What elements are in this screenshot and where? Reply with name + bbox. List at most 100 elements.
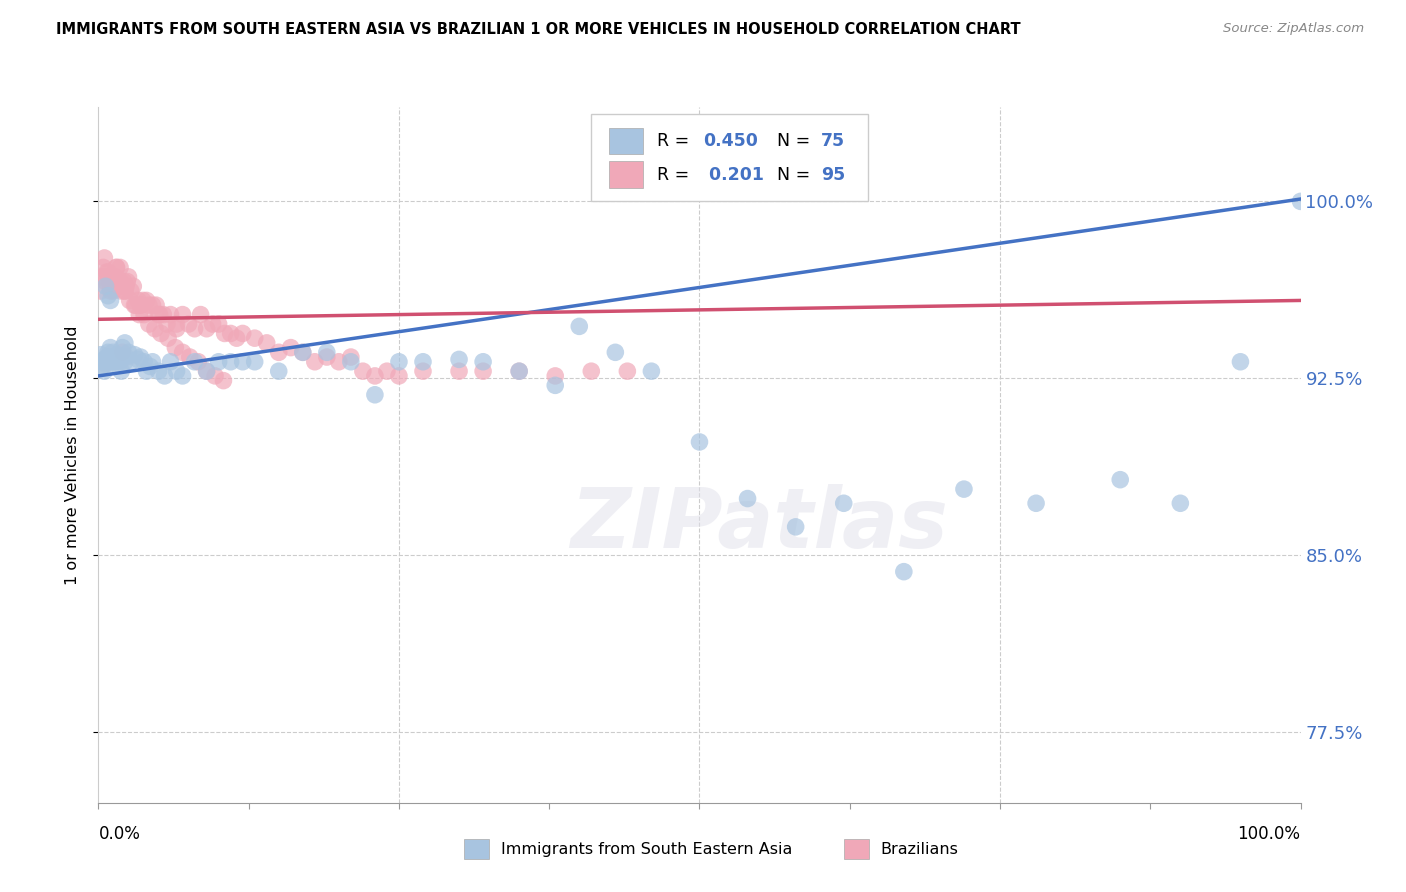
Point — [93, 352, 115, 367]
Point — [97, 269, 120, 284]
Point — [100, 275, 122, 289]
Point — [101, 284, 124, 298]
Point — [1025, 496, 1047, 510]
Point — [94, 275, 117, 289]
Point — [183, 355, 205, 369]
Point — [616, 364, 638, 378]
Point — [208, 355, 231, 369]
Point — [127, 293, 149, 308]
Point — [267, 345, 290, 359]
Point — [104, 269, 127, 284]
Point — [141, 355, 163, 369]
Point — [135, 364, 157, 378]
Point — [91, 269, 114, 284]
Point — [183, 322, 205, 336]
Point — [148, 308, 170, 322]
Point — [103, 355, 125, 369]
Text: 95: 95 — [821, 166, 845, 184]
Point — [280, 341, 302, 355]
Point — [101, 345, 124, 359]
Point — [159, 355, 181, 369]
Point — [129, 298, 152, 312]
Point — [100, 279, 122, 293]
Text: N =: N = — [766, 166, 815, 184]
Point — [412, 355, 434, 369]
Point — [141, 298, 163, 312]
Point — [108, 275, 131, 289]
Point — [195, 364, 218, 378]
Point — [125, 298, 148, 312]
Point — [96, 265, 118, 279]
FancyBboxPatch shape — [609, 128, 643, 154]
Point — [340, 350, 363, 364]
Point — [98, 355, 121, 369]
Point — [114, 284, 136, 298]
Point — [100, 341, 122, 355]
Point — [91, 260, 114, 275]
Point — [93, 251, 115, 265]
Point — [149, 326, 172, 341]
Point — [117, 345, 139, 359]
Point — [544, 368, 567, 383]
Point — [124, 298, 146, 312]
Point — [127, 352, 149, 367]
Point — [110, 350, 132, 364]
Point — [315, 345, 337, 359]
Point — [328, 355, 350, 369]
Point — [132, 355, 155, 369]
Point — [581, 364, 603, 378]
FancyBboxPatch shape — [592, 114, 868, 201]
Point — [243, 355, 266, 369]
Point — [120, 355, 142, 369]
Text: 0.201: 0.201 — [703, 166, 763, 184]
Point — [195, 322, 218, 336]
Point — [568, 319, 591, 334]
Point — [291, 345, 314, 359]
Point — [190, 308, 212, 322]
Point — [111, 345, 134, 359]
Point — [132, 308, 155, 322]
Point — [157, 331, 180, 345]
Point — [96, 350, 118, 364]
Point — [132, 293, 155, 308]
Point — [204, 368, 226, 383]
Text: Immigrants from South Eastern Asia: Immigrants from South Eastern Asia — [501, 842, 792, 856]
Point — [107, 348, 129, 362]
Point — [352, 364, 374, 378]
FancyBboxPatch shape — [609, 161, 643, 187]
Y-axis label: 1 or more Vehicles in Household: 1 or more Vehicles in Household — [65, 326, 80, 584]
Point — [243, 331, 266, 345]
Point — [112, 350, 135, 364]
Point — [447, 352, 470, 367]
Point — [93, 364, 115, 378]
Text: ZIPatlas: ZIPatlas — [571, 484, 949, 565]
Point — [212, 374, 235, 388]
Point — [893, 565, 915, 579]
Point — [118, 293, 141, 308]
Point — [129, 350, 152, 364]
Text: R =: R = — [658, 132, 695, 150]
Point — [1170, 496, 1192, 510]
Point — [139, 359, 162, 374]
Point — [149, 308, 172, 322]
Point — [267, 364, 290, 378]
Point — [91, 355, 114, 369]
Point — [187, 355, 209, 369]
Point — [112, 275, 135, 289]
Point — [107, 355, 129, 369]
Point — [291, 345, 314, 359]
Point — [166, 317, 188, 331]
Point — [208, 317, 231, 331]
Point — [605, 345, 627, 359]
Text: Source: ZipAtlas.com: Source: ZipAtlas.com — [1223, 22, 1364, 36]
Point — [256, 335, 278, 350]
Point — [138, 317, 160, 331]
Point — [315, 350, 337, 364]
Point — [100, 293, 122, 308]
Point — [110, 284, 132, 298]
Point — [148, 364, 170, 378]
Point — [124, 348, 146, 362]
Point — [232, 326, 254, 341]
Point — [108, 275, 131, 289]
Point — [166, 364, 188, 378]
